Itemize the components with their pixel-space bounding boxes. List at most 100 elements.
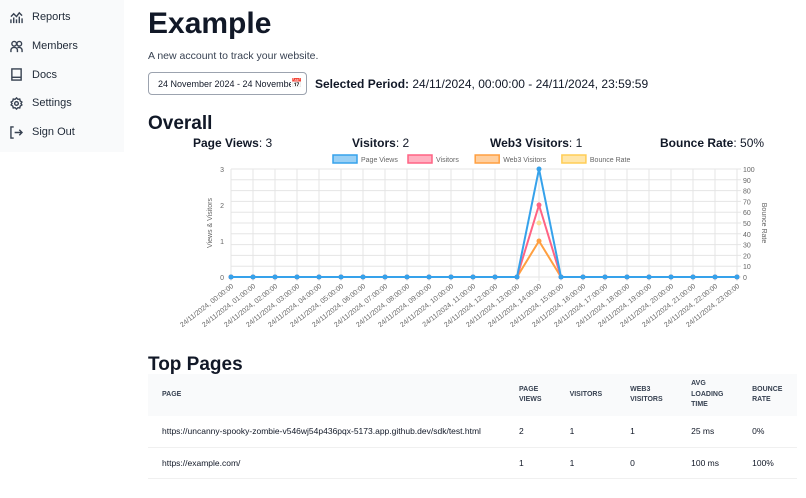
- data-point: [404, 274, 410, 280]
- data-point: [536, 238, 542, 244]
- data-point: [294, 274, 300, 280]
- date-range-value: 24 November 2024 - 24 November 2024: [158, 78, 291, 89]
- data-point: [272, 274, 278, 280]
- data-point: [646, 274, 652, 280]
- date-range-picker[interactable]: 24 November 2024 - 24 November 2024📅: [148, 72, 307, 95]
- col-bounce-rate: BOUNCE RATE: [738, 374, 797, 416]
- y2-tick-label: 0: [743, 275, 747, 282]
- sidebar-item-sign-out[interactable]: Sign Out: [0, 118, 124, 147]
- data-point: [690, 274, 696, 280]
- y2-tick-label: 30: [743, 243, 751, 250]
- page-title: Example: [148, 7, 272, 40]
- visitors: 1: [555, 416, 617, 448]
- table-row: https://uncanny-spooky-zombie-v546wj54p4…: [148, 416, 797, 448]
- sidebar-item-reports[interactable]: Reports: [0, 3, 124, 32]
- web3-visitors: 0: [616, 447, 678, 479]
- legend-label: Bounce Rate: [590, 157, 631, 164]
- selected-period: Selected Period: 24/11/2024, 00:00:00 - …: [315, 76, 649, 91]
- sidebar-item-label: Settings: [32, 97, 72, 110]
- data-point: [624, 274, 630, 280]
- sign-out-icon: [10, 125, 23, 139]
- data-point: [470, 274, 476, 280]
- avg-loading-time: 100 ms: [677, 447, 739, 479]
- stat-bounce-rate: Bounce Rate: 50%: [660, 136, 765, 150]
- data-point: [316, 274, 322, 280]
- legend-label: Web3 Visitors: [503, 157, 546, 164]
- y2-tick-label: 40: [743, 232, 751, 239]
- overall-chart: 0 10 20 30 40 50 60 70 80 90 100 0 1 2 3 Views & Visito…: [179, 154, 767, 329]
- data-point: [228, 274, 234, 280]
- data-point: [580, 274, 586, 280]
- col-page: PAGE: [148, 374, 505, 416]
- data-point: [602, 274, 608, 280]
- visitors: 1: [555, 447, 617, 479]
- series-line: [231, 239, 737, 278]
- sidebar-item-label: Sign Out: [32, 126, 75, 139]
- data-point: [448, 274, 454, 280]
- data-point: [558, 274, 564, 280]
- page-url[interactable]: https://example.com/: [148, 447, 505, 479]
- legend-label: Page Views: [361, 157, 398, 164]
- top-pages-table: PAGE PAGE VIEWS VISITORS WEB3 VISITORS A…: [148, 374, 797, 479]
- sidebar-item-members[interactable]: Members: [0, 32, 124, 61]
- stat-web3-visitors: Web3 Visitors: 1: [490, 136, 583, 150]
- data-point: [250, 274, 256, 280]
- data-point: [382, 274, 388, 280]
- sidebar-item-label: Docs: [32, 68, 58, 81]
- col-visitors: VISITORS: [555, 374, 617, 416]
- bounce-rate: 100%: [738, 447, 797, 479]
- y-tick-label: 3: [220, 167, 224, 174]
- page-url[interactable]: https://uncanny-spooky-zombie-v546wj54p4…: [148, 416, 505, 448]
- y2-tick-label: 100: [743, 167, 755, 174]
- data-point: [492, 274, 498, 280]
- y2-axis-label: Bounce Rate: [760, 203, 767, 244]
- sidebar-item-settings[interactable]: Settings: [0, 89, 124, 118]
- y2-tick-label: 10: [743, 264, 751, 271]
- data-point: [536, 220, 542, 226]
- data-point: [536, 202, 542, 208]
- avg-loading-time: 25 ms: [677, 416, 739, 448]
- stat-page-views: Page Views: 3: [193, 136, 273, 150]
- legend-swatch: [407, 154, 433, 164]
- sidebar-item-docs[interactable]: Docs: [0, 60, 124, 89]
- legend-label: Visitors: [436, 157, 459, 164]
- data-point: [514, 274, 520, 280]
- web3-visitors: 1: [616, 416, 678, 448]
- legend-swatch: [561, 154, 587, 164]
- col-page-views: PAGE VIEWS: [505, 374, 556, 416]
- col-avg-loading-time: AVG LOADING TIME: [677, 374, 739, 416]
- y-tick-label: 0: [220, 275, 224, 282]
- legend-swatch: [332, 154, 358, 164]
- y2-tick-label: 80: [743, 189, 751, 196]
- y2-tick-label: 90: [743, 178, 751, 185]
- book-icon: [11, 68, 22, 81]
- data-point: [668, 274, 674, 280]
- page-views: 2: [505, 416, 556, 448]
- data-point: [734, 274, 740, 280]
- col-web3-visitors: WEB3 VISITORS: [616, 374, 678, 416]
- overall-title: Overall: [148, 113, 213, 134]
- legend-swatch: [474, 154, 500, 164]
- y-axis-label: Views & Visitors: [207, 198, 214, 248]
- top-pages-title: Top Pages: [148, 354, 243, 375]
- chart-icon: [10, 11, 23, 23]
- data-point: [338, 274, 344, 280]
- gear-icon: [10, 96, 23, 110]
- sidebar: Reports Members Docs Settings Sign Out: [0, 0, 124, 152]
- y2-tick-label: 70: [743, 199, 751, 206]
- calendar-icon: 📅: [291, 78, 303, 88]
- page-views: 1: [505, 447, 556, 479]
- data-point: [712, 274, 718, 280]
- y-tick-label: 2: [220, 203, 224, 210]
- y-tick-label: 1: [220, 239, 224, 246]
- y2-tick-label: 50: [743, 221, 751, 228]
- bounce-rate: 0%: [738, 416, 797, 448]
- stat-visitors: Visitors: 2: [352, 136, 410, 150]
- page-subtitle: A new account to track your website.: [148, 50, 319, 62]
- y2-tick-label: 20: [743, 253, 751, 260]
- table-row: https://example.com/1 1 0 100 ms 100%: [148, 447, 797, 479]
- data-point: [360, 274, 366, 280]
- series-line: [231, 168, 737, 278]
- main: Example A new account to track your webs…: [148, 0, 806, 95]
- data-point: [536, 166, 542, 172]
